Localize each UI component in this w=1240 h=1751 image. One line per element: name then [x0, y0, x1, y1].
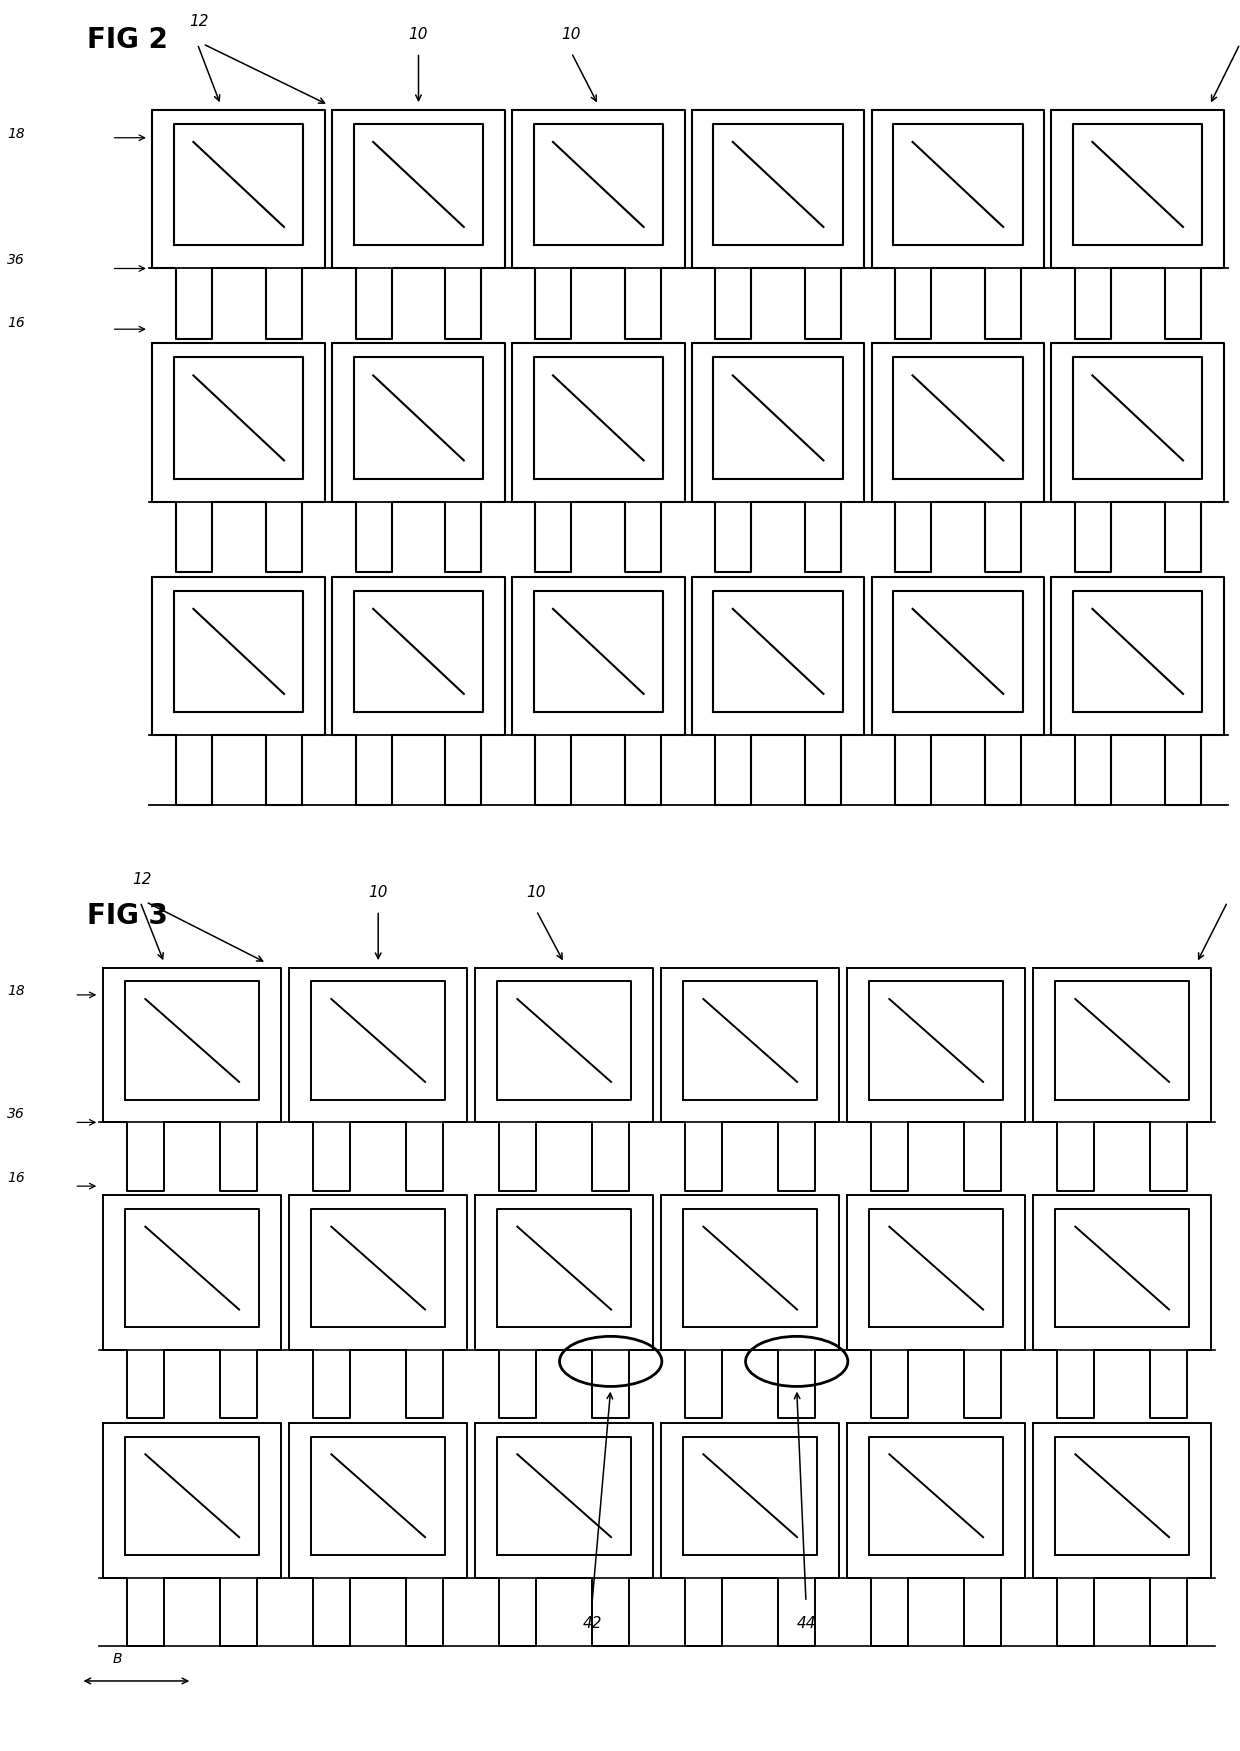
Text: 10: 10 [527, 886, 546, 900]
Text: 10: 10 [368, 886, 388, 900]
Text: FIG 2: FIG 2 [87, 26, 167, 54]
Text: 18: 18 [7, 126, 25, 140]
Text: B: B [113, 1653, 123, 1667]
Text: 10: 10 [562, 28, 582, 42]
Text: 36: 36 [7, 252, 25, 266]
Text: 10: 10 [409, 28, 428, 42]
Text: FIG 3: FIG 3 [87, 902, 167, 930]
Text: 16: 16 [7, 315, 25, 329]
Text: 12: 12 [190, 14, 208, 30]
Text: 36: 36 [7, 1107, 25, 1121]
Text: 12: 12 [133, 872, 151, 888]
Text: 42: 42 [583, 1616, 601, 1632]
Text: 18: 18 [7, 984, 25, 998]
Text: 16: 16 [7, 1171, 25, 1185]
Text: 44: 44 [796, 1616, 816, 1632]
